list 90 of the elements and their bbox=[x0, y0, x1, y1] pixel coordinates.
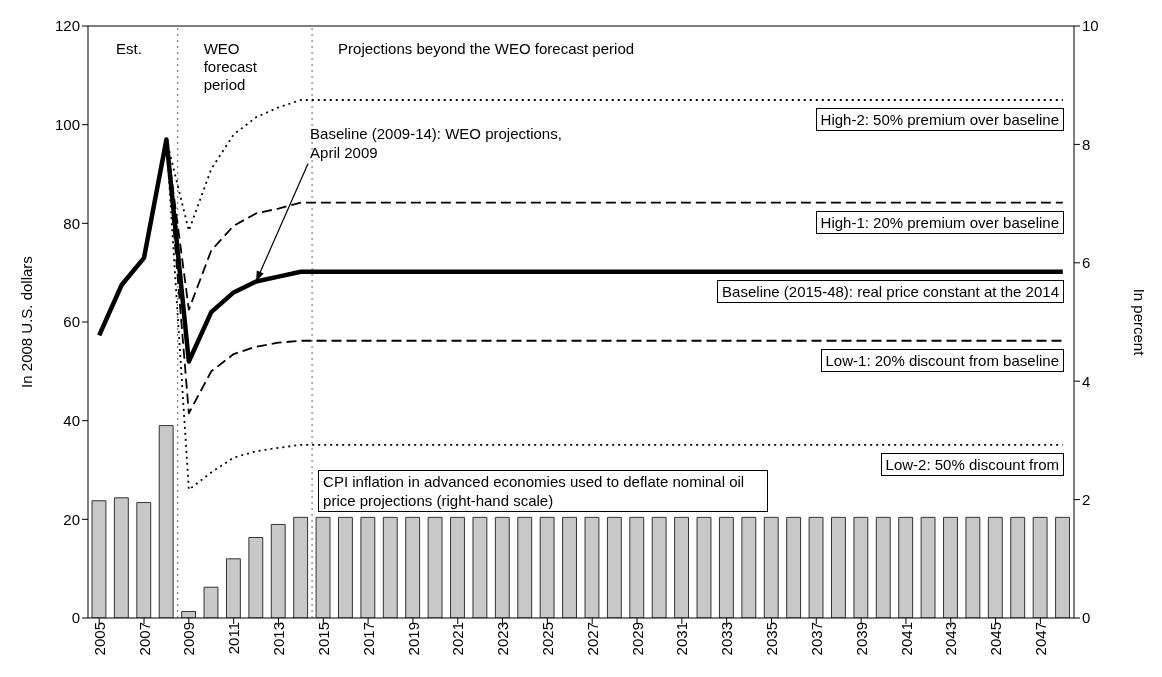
y2-tick-label: 4 bbox=[1082, 372, 1091, 390]
bar bbox=[831, 516, 846, 618]
y-axis-title: In 2008 U.S. dollars bbox=[18, 256, 36, 388]
y2-tick-label: 10 bbox=[1082, 17, 1099, 35]
bar bbox=[875, 516, 891, 618]
x-tick-label: 2019 bbox=[404, 622, 422, 656]
y2-tick-label: 6 bbox=[1082, 254, 1091, 272]
x-tick-label: 2031 bbox=[673, 622, 691, 656]
series-label: High-1: 20% premium over baseline bbox=[815, 210, 1064, 234]
series-label: Baseline (2015-48): real price constant at the 2014 bbox=[717, 279, 1064, 303]
x-tick-label: 2033 bbox=[718, 622, 736, 656]
x-tick-label: 2041 bbox=[897, 622, 915, 656]
series-label: Low-1: 20% discount from baseline bbox=[820, 348, 1064, 372]
bar bbox=[1032, 516, 1048, 618]
bar bbox=[606, 516, 622, 618]
bar bbox=[898, 516, 914, 618]
bar bbox=[808, 516, 824, 618]
x-tick-label: 2011 bbox=[225, 622, 243, 655]
y2-tick-label: 8 bbox=[1082, 135, 1091, 153]
series-label: High-2: 50% premium over baseline bbox=[815, 108, 1064, 131]
bar bbox=[763, 516, 779, 618]
bar bbox=[225, 558, 241, 618]
bar bbox=[450, 516, 465, 618]
bar bbox=[1010, 516, 1026, 618]
series-label: CPI inflation in advanced economies used to deflate nominal oil price projections (right-hand scale) bbox=[318, 470, 769, 513]
y-tick-label: 100 bbox=[54, 115, 80, 133]
bar bbox=[427, 516, 443, 618]
x-tick-label: 2043 bbox=[942, 622, 960, 656]
bar bbox=[920, 516, 936, 618]
bar bbox=[943, 516, 958, 618]
bar bbox=[1055, 516, 1070, 618]
bar bbox=[136, 502, 152, 618]
annotation: Baseline (2009-14): WEO projections, April 2009 bbox=[310, 123, 563, 162]
bar bbox=[203, 586, 219, 618]
bar bbox=[651, 516, 667, 618]
annotation: Projections beyond the WEO forecast period bbox=[338, 40, 635, 58]
bar bbox=[360, 516, 376, 618]
annotation: WEO forecast period bbox=[203, 40, 258, 94]
bar bbox=[158, 425, 174, 618]
x-tick-label: 2025 bbox=[539, 622, 557, 656]
y-tick-label: 60 bbox=[63, 313, 80, 331]
bar bbox=[562, 516, 577, 618]
bar bbox=[674, 516, 690, 618]
bar bbox=[741, 516, 757, 618]
x-tick-label: 2007 bbox=[135, 622, 153, 656]
bar bbox=[113, 497, 129, 618]
y2-tick-label: 2 bbox=[1082, 490, 1091, 508]
x-tick-label: 2013 bbox=[270, 622, 288, 656]
bar bbox=[718, 516, 734, 618]
y-tick-label: 20 bbox=[63, 510, 80, 528]
bar bbox=[472, 516, 488, 618]
x-tick-label: 2015 bbox=[314, 622, 332, 656]
bar bbox=[786, 516, 802, 618]
series-label: Low-2: 50% discount from bbox=[880, 452, 1064, 476]
bar bbox=[494, 516, 510, 618]
bar bbox=[338, 516, 353, 618]
bar bbox=[987, 516, 1003, 618]
bar bbox=[405, 516, 421, 618]
bar bbox=[539, 516, 555, 618]
y-tick-label: 120 bbox=[54, 17, 80, 35]
bar bbox=[91, 500, 107, 618]
x-tick-label: 2029 bbox=[628, 622, 646, 656]
y2-tick-label: 0 bbox=[1082, 609, 1091, 627]
x-tick-label: 2047 bbox=[1032, 622, 1050, 656]
x-tick-label: 2037 bbox=[807, 622, 825, 656]
bar bbox=[965, 516, 981, 618]
x-tick-label: 2039 bbox=[852, 622, 870, 656]
bar bbox=[517, 516, 533, 618]
y2-axis-title: In percent bbox=[1130, 288, 1148, 357]
x-tick-label: 2017 bbox=[359, 622, 377, 656]
bar bbox=[584, 516, 600, 618]
x-tick-label: 2027 bbox=[583, 622, 601, 656]
x-tick-label: 2005 bbox=[90, 622, 108, 656]
bar bbox=[315, 516, 331, 618]
y-tick-label: 40 bbox=[63, 411, 80, 429]
x-tick-label: 2045 bbox=[987, 622, 1005, 656]
bar bbox=[293, 516, 309, 618]
y-tick-label: 0 bbox=[71, 609, 80, 627]
bar bbox=[270, 523, 286, 618]
x-tick-label: 2009 bbox=[180, 622, 198, 656]
x-tick-label: 2023 bbox=[494, 622, 512, 656]
y-tick-label: 80 bbox=[63, 214, 80, 232]
bar bbox=[382, 516, 398, 618]
bar bbox=[248, 536, 264, 618]
bar bbox=[696, 516, 712, 618]
x-tick-label: 2021 bbox=[449, 622, 467, 656]
bar bbox=[853, 516, 869, 618]
annotation: Est. bbox=[116, 40, 143, 58]
bar bbox=[629, 516, 645, 618]
x-tick-label: 2035 bbox=[763, 622, 781, 656]
